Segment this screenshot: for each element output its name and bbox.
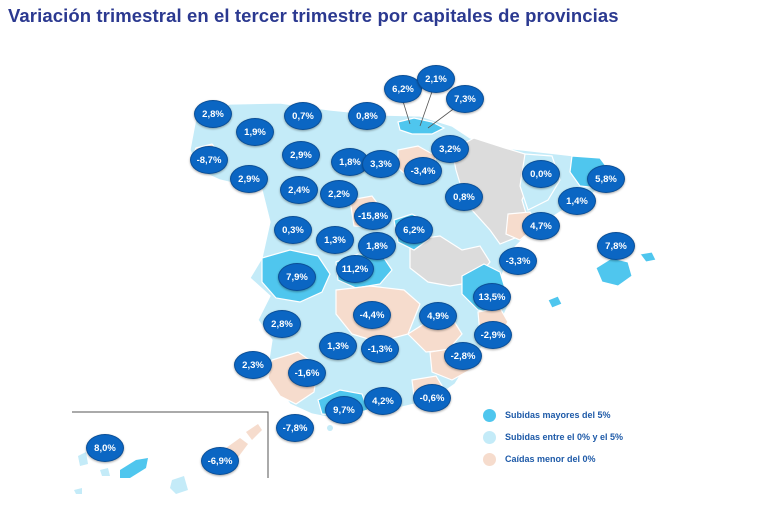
value-bubble: 0,3%	[274, 216, 312, 244]
island-menorca	[639, 251, 657, 263]
value-bubble: 4,7%	[522, 212, 560, 240]
value-bubble: 6,2%	[384, 75, 422, 103]
value-bubble: 9,7%	[325, 396, 363, 424]
value-bubble: 7,3%	[446, 85, 484, 113]
value-bubble: 4,2%	[364, 387, 402, 415]
value-bubble: -15,8%	[354, 202, 392, 230]
value-bubble: 0,8%	[348, 102, 386, 130]
ceuta	[327, 425, 333, 431]
legend-label: Subidas mayores del 5%	[505, 410, 611, 420]
island-gran-canaria	[170, 476, 188, 494]
value-bubble: -7,8%	[276, 414, 314, 442]
value-bubble: 2,9%	[230, 165, 268, 193]
value-bubble: 3,3%	[362, 150, 400, 178]
value-bubble: 11,2%	[336, 255, 374, 283]
island-mallorca	[595, 257, 633, 287]
value-bubble: 13,5%	[473, 283, 511, 311]
value-bubble: 6,2%	[395, 216, 433, 244]
value-bubble: -3,3%	[499, 247, 537, 275]
value-bubble: -1,3%	[361, 335, 399, 363]
value-bubble: -3,4%	[404, 157, 442, 185]
value-bubble: 1,9%	[236, 118, 274, 146]
legend-label: Caídas menor del 0%	[505, 454, 596, 464]
legend-item-up-more-5: Subidas mayores del 5%	[483, 404, 623, 426]
island-hierro	[74, 488, 82, 494]
value-bubble: 2,1%	[417, 65, 455, 93]
value-bubble: 2,8%	[194, 100, 232, 128]
value-bubble: -4,4%	[353, 301, 391, 329]
value-bubble: 3,2%	[431, 135, 469, 163]
value-bubble: -2,9%	[474, 321, 512, 349]
value-bubble: 1,3%	[316, 226, 354, 254]
value-bubble: 5,8%	[587, 165, 625, 193]
legend-swatch-icon	[483, 452, 496, 466]
legend-item-up-0-5: Subidas entre el 0% y el 5%	[483, 426, 623, 448]
value-bubble: 7,9%	[278, 263, 316, 291]
island-la-palma	[78, 452, 88, 466]
value-bubble: -0,6%	[413, 384, 451, 412]
value-bubble: -1,6%	[288, 359, 326, 387]
value-bubble: -8,7%	[190, 146, 228, 174]
value-bubble: 0,8%	[445, 183, 483, 211]
legend-swatch-icon	[483, 408, 496, 422]
value-bubble: 8,0%	[86, 434, 124, 462]
value-bubble: 0,0%	[522, 160, 560, 188]
value-bubble: -2,8%	[444, 342, 482, 370]
value-bubble: 1,8%	[358, 232, 396, 260]
value-bubble: 2,4%	[280, 176, 318, 204]
value-bubble: 2,9%	[282, 141, 320, 169]
value-bubble: 4,9%	[419, 302, 457, 330]
legend-swatch-icon	[483, 430, 496, 444]
value-bubble: 2,2%	[320, 180, 358, 208]
legend-label: Subidas entre el 0% y el 5%	[505, 432, 624, 442]
value-bubble: 0,7%	[284, 102, 322, 130]
legend-item-down: Caídas menor del 0%	[483, 448, 623, 470]
value-bubble: 7,8%	[597, 232, 635, 260]
canary-inset-frame	[72, 411, 269, 478]
region-basque	[397, 117, 446, 135]
value-bubble: 2,8%	[263, 310, 301, 338]
island-tenerife	[120, 458, 148, 478]
island-lanzarote	[246, 424, 262, 440]
value-bubble: 1,3%	[319, 332, 357, 360]
value-bubble: -6,9%	[201, 447, 239, 475]
island-gomera	[100, 468, 110, 476]
map-title: Variación trimestral en el tercer trimes…	[8, 5, 619, 26]
island-ibiza	[547, 295, 563, 309]
value-bubble: 1,4%	[558, 187, 596, 215]
value-bubble: 2,3%	[234, 351, 272, 379]
legend: Subidas mayores del 5% Subidas entre el …	[483, 404, 623, 470]
